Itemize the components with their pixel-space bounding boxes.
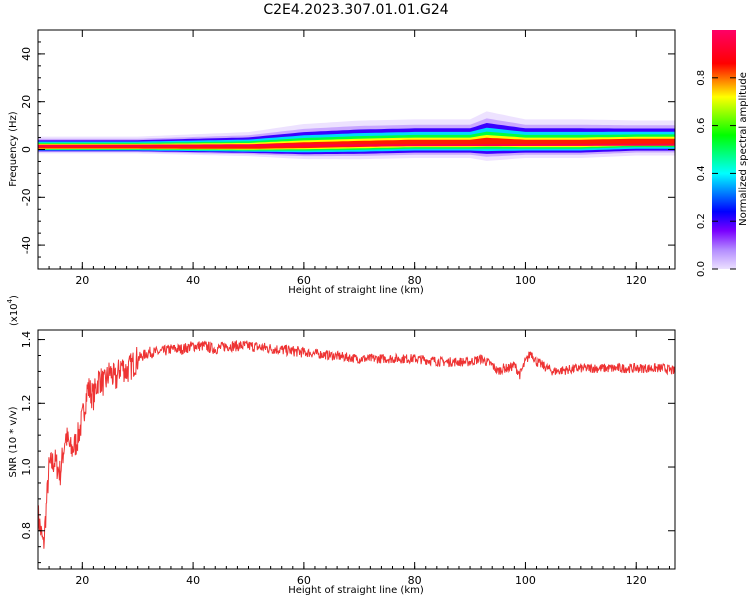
colorbar-tick-label: 0.8: [696, 70, 707, 86]
snr-y-tick-label: 1.2: [20, 395, 33, 413]
snr-frame: [37, 329, 676, 570]
snr-y-tick-label: 0.8: [20, 522, 33, 540]
band-peak-line: [38, 143, 675, 147]
colorbar-tick-label: 0.6: [696, 118, 707, 134]
spectrogram-y-tick-label: 20: [20, 95, 33, 109]
snr-x-tick-label: 20: [75, 574, 89, 587]
snr-scale-label: (x104): [6, 295, 20, 326]
spectrogram-x-tick-label: 100: [515, 274, 536, 287]
snr-ticks: 20 40 60 80 100 120 0.8 1.0 1.2 1.4: [20, 330, 675, 587]
spectrogram-x-tick-label: 40: [186, 274, 200, 287]
spectrogram-x-tick-label: 120: [626, 274, 647, 287]
snr-x-tick-label: 120: [626, 574, 647, 587]
colorbar-gradient: [712, 30, 736, 269]
spectral-band: [38, 111, 675, 161]
snr-x-axis-label: Height of straight line (km): [288, 585, 424, 596]
spectrogram-y-tick-label: 0: [20, 146, 33, 153]
spectrogram-panel: 20 40 60 80 100 120 40 20 0 -20 -40 Height of stra…: [8, 29, 676, 296]
colorbar-tick-label: 0.2: [696, 213, 707, 229]
snr-x-tick-label: 40: [186, 574, 200, 587]
colorbar-label: Normalized spectral amplitude: [738, 72, 749, 226]
snr-series-line: [38, 340, 675, 549]
spectrogram-y-tick-label: -20: [20, 188, 33, 206]
snr-y-tick-label: 1.4: [20, 331, 33, 349]
spectrogram-x-tick-label: 80: [408, 274, 422, 287]
page-title: C2E4.2023.307.01.01.G24: [263, 2, 448, 18]
colorbar-ticks: 0.0 0.2 0.4 0.6 0.8: [696, 70, 736, 277]
spectrogram-y-tick-label: 40: [20, 47, 33, 61]
snr-x-tick-label: 80: [408, 574, 422, 587]
snr-y-tick-label: 1.0: [20, 458, 33, 476]
spectrogram-x-tick-label: 60: [297, 274, 311, 287]
snr-panel: 20 40 60 80 100 120 0.8 1.0 1.2 1.4 Height of str…: [6, 295, 676, 596]
snr-x-tick-label: 100: [515, 574, 536, 587]
spectrogram-y-axis-label: Frequency (Hz): [8, 111, 19, 187]
snr-x-tick-label: 60: [297, 574, 311, 587]
spectrogram-ticks: 20 40 60 80 100 120 40 20 0 -20 -40: [20, 29, 675, 287]
colorbar-tick-label: 0.4: [696, 165, 707, 181]
spectrogram-x-axis-label: Height of straight line (km): [288, 285, 424, 296]
spectrogram-x-tick-label: 20: [75, 274, 89, 287]
colorbar: 0.0 0.2 0.4 0.6 0.8 Normalized spectral ampl…: [696, 30, 749, 277]
snr-y-axis-label: SNR (10 * v/v): [8, 406, 19, 477]
spectrogram-y-tick-label: -40: [20, 236, 33, 254]
colorbar-tick-label: 0.0: [696, 261, 707, 277]
